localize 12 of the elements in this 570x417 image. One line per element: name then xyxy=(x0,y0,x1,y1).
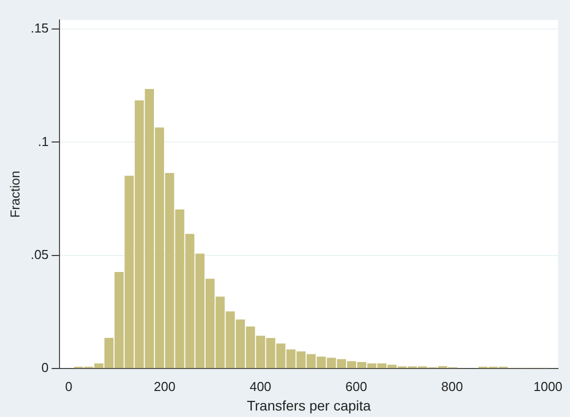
x-tick-label: 400 xyxy=(250,378,272,394)
x-axis-title: Transfers per capita xyxy=(246,397,372,414)
y-tick-label: .1 xyxy=(38,134,49,149)
y-tick-label: .15 xyxy=(30,20,49,36)
x-tick-label: 200 xyxy=(154,378,176,394)
x-tick-label: 1000 xyxy=(533,378,562,394)
x-tick-label: 600 xyxy=(345,378,368,394)
x-tick-label: 0 xyxy=(65,378,72,394)
y-axis-title: Fraction xyxy=(7,170,22,218)
y-tick-label: 0 xyxy=(41,360,49,376)
y-tick-label: .05 xyxy=(30,246,49,262)
x-tick-label: 800 xyxy=(441,378,463,394)
